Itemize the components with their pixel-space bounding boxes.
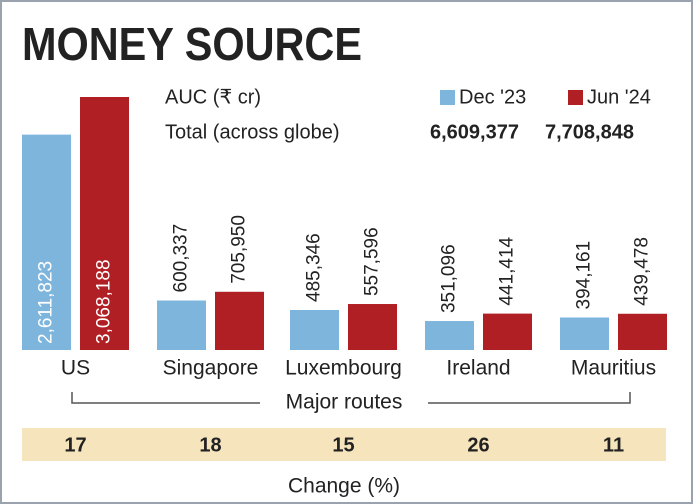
value-label: 394,161 <box>574 241 595 310</box>
value-label: 3,068,188 <box>94 259 115 344</box>
bar <box>483 313 532 350</box>
bar <box>215 291 264 350</box>
total-value: 7,708,848 <box>545 121 634 143</box>
change-value: 18 <box>199 434 221 456</box>
bar <box>290 309 339 350</box>
bar <box>157 300 206 350</box>
change-value: 15 <box>332 434 354 456</box>
change-value: 11 <box>603 434 624 456</box>
value-label: 600,337 <box>171 224 192 293</box>
value-label: 557,596 <box>362 227 383 296</box>
change-value: 26 <box>467 434 489 456</box>
bar <box>348 304 397 350</box>
bar <box>560 317 609 350</box>
x-tick-label: US <box>61 357 90 380</box>
change-band <box>22 428 666 461</box>
legend-label: Dec '23 <box>459 86 526 108</box>
bar <box>22 134 71 350</box>
group-bracket <box>71 392 631 404</box>
change-label: Change (%) <box>288 475 400 498</box>
x-tick-label: Ireland <box>446 357 510 380</box>
bar <box>80 97 129 350</box>
change-value: 17 <box>64 434 86 456</box>
chart-title: MONEY SOURCE <box>22 18 362 70</box>
x-tick-label: Mauritius <box>571 357 656 380</box>
x-tick-label: Singapore <box>163 357 259 380</box>
unit-label: AUC (₹ cr) <box>165 86 261 108</box>
bar <box>425 321 474 350</box>
legend-swatch <box>568 90 583 105</box>
value-label: 705,950 <box>229 215 250 284</box>
value-label: 439,478 <box>632 237 653 306</box>
bar <box>618 313 667 350</box>
value-label: 485,346 <box>304 233 325 302</box>
legend-label: Jun '24 <box>587 86 651 108</box>
total-value: 6,609,377 <box>430 121 519 143</box>
group-label: Major routes <box>286 391 403 414</box>
value-label: 441,414 <box>497 236 518 305</box>
value-label: 2,611,823 <box>36 261 57 344</box>
value-label: 351,096 <box>439 244 460 313</box>
legend-swatch <box>440 90 455 105</box>
total-label: Total (across globe) <box>165 121 340 143</box>
x-tick-label: Luxembourg <box>285 357 402 380</box>
